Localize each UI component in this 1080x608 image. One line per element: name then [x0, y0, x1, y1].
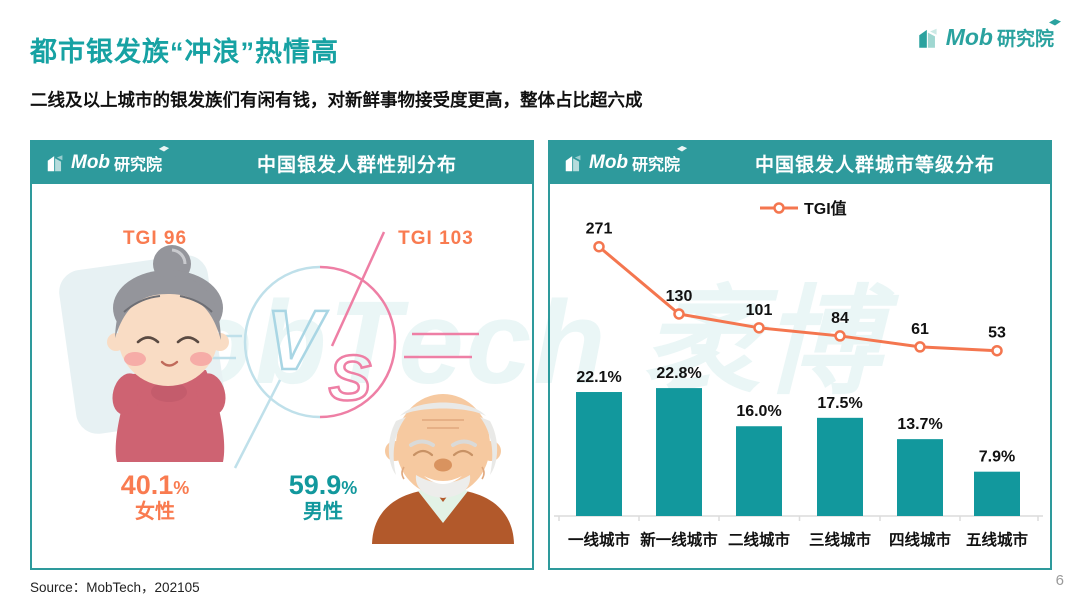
tgi-line [597, 245, 999, 353]
x-axis-label: 二线城市 [728, 530, 791, 549]
bar [576, 392, 622, 516]
male-percent: 59.9 [288, 470, 342, 500]
legend-label: TGI值 [804, 199, 847, 218]
bar-value-label: 17.5% [817, 395, 862, 412]
gender-panel-header: Mob 研究院 中国银发人群性别分布 [32, 142, 532, 184]
bar-value-label: 7.9% [979, 449, 1015, 466]
panel-brand-logo: Mob 研究院 [563, 145, 688, 175]
page-title: 都市银发族“冲浪”热情高 [30, 37, 339, 67]
tgi-marker [834, 330, 846, 342]
female-stat: 40.1% 女性 [85, 470, 225, 524]
mob-building-icon [565, 155, 581, 172]
svg-text:V: V [266, 293, 328, 387]
bar-value-label: 22.8% [656, 365, 701, 382]
bar [656, 388, 702, 516]
bar-value-label: 16.0% [736, 403, 781, 420]
mob-building-icon [918, 28, 937, 48]
brand-logo-cn: 研究院 [997, 19, 1061, 51]
brand-logo-cn: 研究院 [632, 145, 688, 175]
brand-logo-latin: Mob [589, 152, 629, 173]
tgi-marker [991, 344, 1003, 357]
svg-text:S: S [329, 342, 372, 414]
brand-logo-cn: 研究院 [114, 145, 170, 175]
tgi-value-label: 130 [666, 288, 693, 305]
tgi-marker [914, 341, 926, 353]
gender-panel-title: 中国银发人群性别分布 [256, 154, 457, 176]
bar [736, 426, 782, 516]
grandma-illustration [107, 245, 229, 462]
source-note: Source：MobTech，202105 [30, 580, 200, 595]
grandpa-illustration [372, 394, 514, 544]
bar [974, 471, 1020, 516]
tgi-value-label: 84 [831, 310, 849, 327]
tgi-marker [753, 322, 765, 334]
bar [817, 417, 863, 516]
x-axis-label: 三线城市 [809, 530, 872, 549]
tgi-value-label: 101 [746, 302, 773, 319]
bar [897, 439, 943, 516]
brand-logo-latin: Mob [945, 24, 993, 50]
page-number: 6 [1055, 572, 1064, 589]
tgi-male-label: TGI 103 [398, 228, 474, 249]
vs-graphic: V S [170, 231, 479, 469]
city-tier-panel-header: Mob 研究院 中国银发人群城市等级分布 [550, 142, 1050, 184]
gender-illustration: V S [59, 231, 514, 544]
tgi-marker [673, 308, 685, 320]
tgi-marker [593, 240, 605, 253]
graduation-cap-icon [1049, 19, 1061, 26]
male-label: 男性 [303, 501, 343, 524]
page-subtitle: 二线及以上城市的银发族们有闲有钱，对新鲜事物接受度更高，整体占比超六成 [30, 90, 643, 110]
bar-value-label: 13.7% [897, 416, 942, 433]
bar-value-label: 22.1% [576, 369, 621, 386]
female-label: 女性 [135, 501, 175, 524]
x-axis-label: 新一线城市 [640, 530, 718, 549]
city-tier-panel: Mob 研究院 中国银发人群城市等级分布 22.1% 一线城市 22.8% 新一线城市… [548, 140, 1052, 570]
male-stat: 59.9% 男性 [253, 470, 393, 524]
city-tier-chart: 22.1% 一线城市 22.8% 新一线城市 16.0% 二线城市 17.5% 三线城市 13.… [554, 199, 1043, 549]
tgi-value-label: 271 [586, 221, 613, 238]
brand-logo: Mob 研究院 [916, 19, 1061, 51]
gender-panel: Mob 研究院 中国银发人群性别分布 V S [30, 140, 534, 570]
x-axis-label: 一线城市 [568, 530, 631, 549]
gender-panel-body: V S [32, 184, 532, 566]
graduation-cap-icon [676, 145, 688, 152]
female-percent: 40.1 [120, 470, 174, 500]
x-axis-label: 四线城市 [889, 530, 952, 549]
city-tier-panel-title: 中国银发人群城市等级分布 [754, 154, 995, 176]
city-tier-panel-body: 22.1% 一线城市 22.8% 新一线城市 16.0% 二线城市 17.5% 三线城市 13.… [550, 184, 1050, 566]
panel-brand-logo: Mob 研究院 [45, 145, 170, 175]
tgi-value-label: 61 [911, 321, 929, 338]
tgi-value-label: 53 [988, 325, 1006, 342]
brand-logo-latin: Mob [71, 152, 111, 173]
legend-marker [773, 202, 785, 214]
mob-building-icon [47, 155, 63, 172]
x-axis-label: 五线城市 [966, 530, 1029, 549]
tgi-female-label: TGI 96 [122, 228, 188, 249]
graduation-cap-icon [158, 145, 170, 152]
